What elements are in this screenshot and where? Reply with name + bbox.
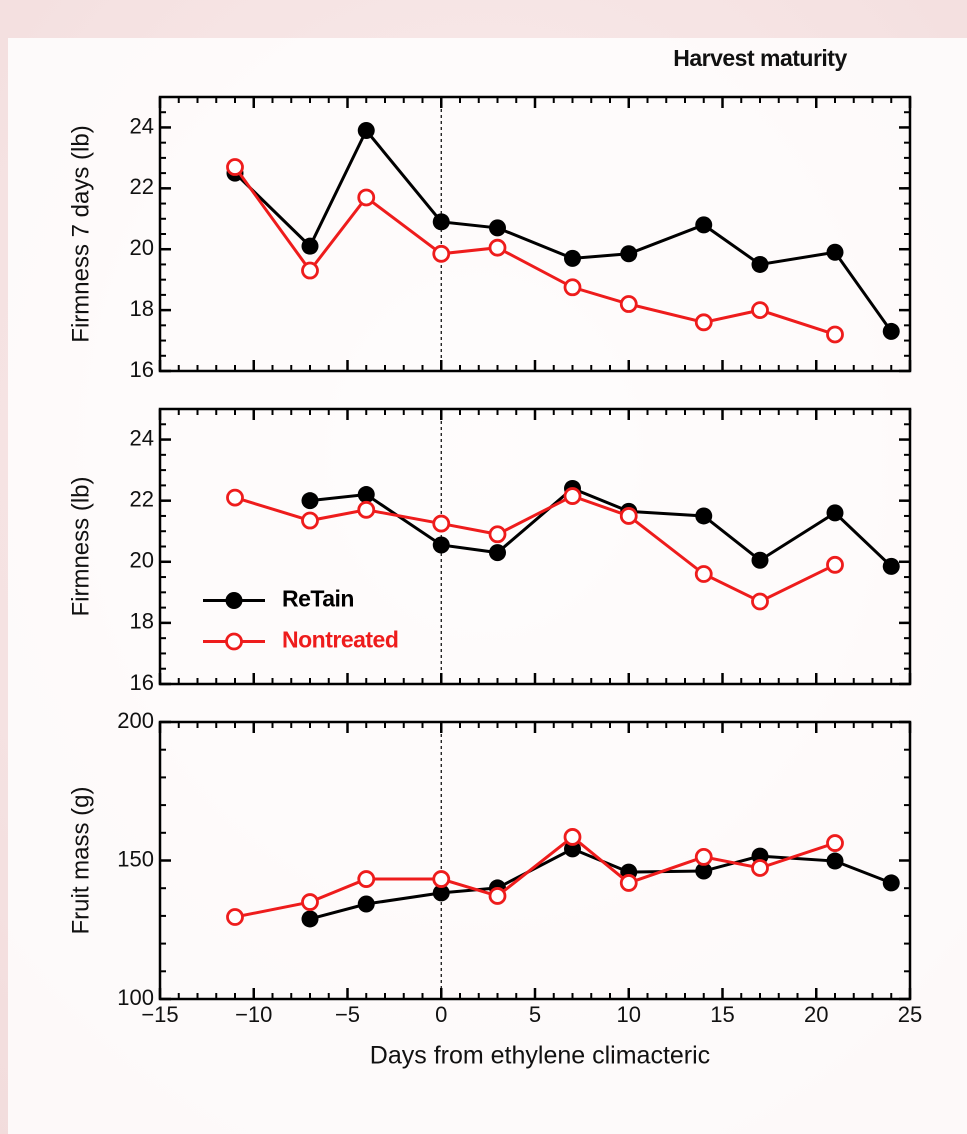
data-point bbox=[827, 244, 844, 261]
data-point bbox=[433, 213, 450, 230]
data-point bbox=[490, 888, 505, 903]
legend-marker bbox=[227, 634, 242, 649]
x-tick-label: 25 bbox=[898, 1002, 922, 1027]
y-tick-label: 20 bbox=[130, 548, 154, 573]
data-point bbox=[358, 486, 375, 503]
y-tick-label: 22 bbox=[130, 486, 154, 511]
data-point bbox=[490, 527, 505, 542]
y-axis-label: Firmness 7 days (lb) bbox=[67, 125, 94, 342]
data-point bbox=[434, 246, 449, 261]
y-tick-label: 18 bbox=[130, 296, 154, 321]
data-point bbox=[621, 508, 636, 523]
data-point bbox=[489, 219, 506, 236]
y-tick-label: 16 bbox=[130, 670, 154, 695]
y-tick-label: 16 bbox=[130, 357, 154, 382]
data-point bbox=[620, 245, 637, 262]
data-point bbox=[358, 122, 375, 139]
data-point bbox=[828, 327, 843, 342]
data-point bbox=[565, 489, 580, 504]
y-tick-label: 22 bbox=[130, 174, 154, 199]
data-point bbox=[302, 492, 319, 509]
annotation: Harvest maturity bbox=[673, 45, 847, 71]
x-tick-label: 5 bbox=[529, 1002, 541, 1027]
y-axis-label: Firmness (lb) bbox=[67, 476, 94, 616]
data-point bbox=[621, 875, 636, 890]
data-point bbox=[883, 558, 900, 575]
y-tick-label: 100 bbox=[117, 985, 154, 1010]
data-point bbox=[228, 490, 243, 505]
legend-marker bbox=[226, 592, 243, 609]
data-point bbox=[696, 315, 711, 330]
x-tick-label: −10 bbox=[235, 1002, 272, 1027]
data-point bbox=[565, 280, 580, 295]
data-point bbox=[490, 240, 505, 255]
data-point bbox=[753, 594, 768, 609]
x-tick-label: −5 bbox=[335, 1002, 360, 1027]
data-point bbox=[433, 536, 450, 553]
y-tick-label: 24 bbox=[130, 113, 154, 138]
data-point bbox=[489, 544, 506, 561]
x-axis-label: Days from ethylene climacteric bbox=[370, 1042, 710, 1070]
data-point bbox=[695, 216, 712, 233]
data-point bbox=[303, 895, 318, 910]
y-tick-label: 150 bbox=[117, 846, 154, 871]
data-point bbox=[359, 872, 374, 887]
data-point bbox=[827, 853, 844, 870]
data-point bbox=[228, 160, 243, 175]
x-tick-label: 20 bbox=[804, 1002, 828, 1027]
data-point bbox=[434, 516, 449, 531]
y-axis-label: Fruit mass (g) bbox=[67, 786, 94, 934]
data-point bbox=[753, 303, 768, 318]
data-point bbox=[303, 513, 318, 528]
data-point bbox=[228, 910, 243, 925]
data-point bbox=[696, 567, 711, 582]
data-point bbox=[302, 910, 319, 927]
data-point bbox=[753, 860, 768, 875]
panel-background bbox=[8, 38, 967, 1134]
data-point bbox=[695, 507, 712, 524]
data-point bbox=[752, 552, 769, 569]
data-point bbox=[696, 849, 711, 864]
data-point bbox=[828, 557, 843, 572]
data-point bbox=[752, 256, 769, 273]
y-tick-label: 200 bbox=[117, 708, 154, 733]
data-point bbox=[564, 250, 581, 267]
data-point bbox=[565, 829, 580, 844]
x-tick-label: 0 bbox=[435, 1002, 447, 1027]
data-point bbox=[621, 297, 636, 312]
y-tick-label: 24 bbox=[130, 425, 154, 450]
x-tick-label: 10 bbox=[617, 1002, 641, 1027]
data-point bbox=[358, 895, 375, 912]
data-point bbox=[359, 502, 374, 517]
y-tick-label: 18 bbox=[130, 609, 154, 634]
data-point bbox=[883, 323, 900, 340]
data-point bbox=[434, 872, 449, 887]
data-point bbox=[828, 836, 843, 851]
data-point bbox=[827, 504, 844, 521]
data-point bbox=[359, 190, 374, 205]
legend-label: ReTain bbox=[282, 586, 354, 612]
chart: Harvest maturity 16 18 20 22 24 Firmness 7 da… bbox=[0, 0, 967, 1134]
x-tick-label: 15 bbox=[710, 1002, 734, 1027]
data-point bbox=[302, 238, 319, 255]
data-point bbox=[883, 874, 900, 891]
y-tick-label: 20 bbox=[130, 235, 154, 260]
data-point bbox=[303, 263, 318, 278]
legend-label: Nontreated bbox=[282, 627, 398, 653]
